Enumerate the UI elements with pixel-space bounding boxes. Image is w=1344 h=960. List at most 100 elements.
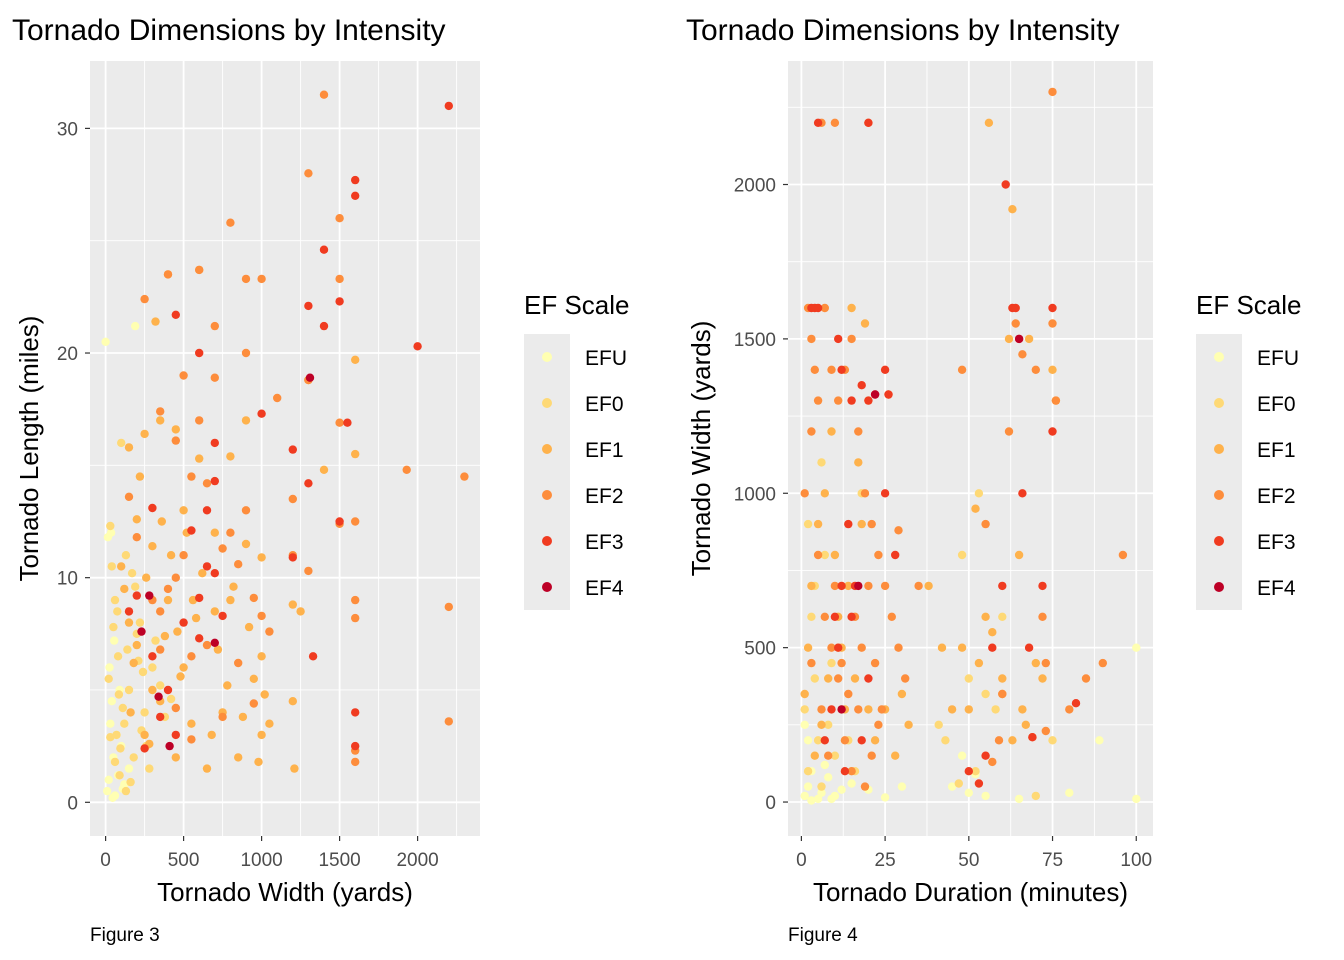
- point-ef2: [335, 214, 344, 223]
- point-ef2: [820, 612, 829, 621]
- legend-key-ef2: [1214, 490, 1224, 500]
- y-tick-label: 0: [765, 793, 776, 814]
- point-ef1: [860, 319, 870, 328]
- point-ef4: [137, 627, 146, 636]
- point-ef2: [807, 334, 816, 344]
- point-ef1: [207, 730, 216, 740]
- point-ef3: [1048, 303, 1057, 313]
- point-ef3: [864, 118, 873, 128]
- point-ef2: [241, 348, 251, 358]
- legend-label-ef3: EF3: [585, 531, 624, 554]
- x-axis-label: Tornado Width (yards): [157, 877, 413, 907]
- point-ef2: [817, 705, 826, 714]
- point-ef3: [847, 612, 856, 621]
- point-ef3: [884, 390, 893, 399]
- legend-label-ef1: EF1: [1257, 439, 1296, 462]
- point-ef2: [981, 519, 990, 529]
- point-ef0: [151, 636, 160, 645]
- point-ef1: [241, 416, 251, 425]
- point-efu: [820, 760, 829, 770]
- point-ef1: [148, 685, 157, 695]
- point-ef3: [1001, 180, 1010, 189]
- point-ef1: [195, 454, 204, 463]
- x-tick-label: 50: [958, 850, 979, 871]
- legend-title: EF Scale: [1196, 290, 1302, 320]
- point-ef1: [132, 640, 141, 650]
- point-ef2: [880, 581, 890, 591]
- point-ef3: [840, 767, 850, 776]
- point-ef2: [1031, 365, 1041, 374]
- point-ef2: [202, 479, 212, 488]
- point-ef1: [132, 515, 141, 524]
- point-ef0: [810, 674, 819, 683]
- point-ef3: [351, 175, 360, 185]
- point-ef0: [124, 685, 134, 695]
- x-tick-label: 1500: [318, 850, 360, 871]
- point-ef3: [351, 708, 360, 717]
- y-tick-label: 500: [744, 639, 776, 660]
- point-ef0: [1048, 736, 1057, 745]
- legend-label-ef2: EF2: [1257, 485, 1296, 508]
- point-efu: [964, 788, 973, 797]
- point-ef4: [1014, 334, 1024, 344]
- point-ef2: [800, 489, 809, 498]
- point-ef2: [351, 757, 360, 767]
- point-ef1: [844, 581, 853, 591]
- y-axis-label: Tornado Length (miles): [14, 316, 44, 582]
- point-ef2: [210, 373, 219, 382]
- point-ef0: [803, 519, 813, 529]
- x-axis-label: Tornado Duration (minutes): [813, 877, 1128, 907]
- x-tick-label: 0: [796, 850, 807, 871]
- point-ef2: [265, 627, 274, 636]
- point-ef1: [142, 573, 151, 582]
- point-ef3: [837, 581, 846, 591]
- point-ef0: [964, 674, 973, 683]
- point-ef1: [126, 708, 135, 717]
- point-ef2: [249, 699, 258, 708]
- point-ef2: [335, 418, 344, 427]
- point-ef1: [981, 612, 990, 621]
- point-ef0: [148, 663, 157, 672]
- point-ef2: [1048, 87, 1057, 97]
- point-ef0: [813, 736, 823, 745]
- point-ef2: [444, 602, 453, 612]
- point-ef1: [870, 736, 880, 745]
- point-ef3: [351, 191, 360, 200]
- plot-panel: [90, 61, 480, 836]
- point-ef1: [864, 705, 873, 714]
- point-ef3: [1038, 581, 1047, 591]
- point-ef3: [319, 321, 329, 331]
- point-ef2: [187, 652, 196, 661]
- point-ef2: [827, 365, 836, 374]
- point-efu: [124, 764, 134, 773]
- point-ef0: [974, 489, 984, 498]
- point-ef0: [807, 612, 816, 621]
- point-ef2: [234, 658, 243, 668]
- point-ef0: [123, 645, 132, 654]
- point-ef2: [887, 612, 896, 621]
- point-ef2: [874, 720, 883, 729]
- point-ef0: [117, 438, 126, 448]
- point-ef3: [974, 779, 984, 788]
- point-ef3: [210, 569, 219, 578]
- x-tick-label: 500: [168, 850, 200, 871]
- point-ef3: [1024, 643, 1034, 652]
- point-ef3: [335, 297, 344, 306]
- scatter-points: [101, 90, 469, 802]
- point-ef3: [857, 736, 866, 745]
- point-ef1: [223, 681, 232, 690]
- point-ef4: [854, 581, 863, 591]
- point-ef3: [218, 611, 227, 621]
- point-ef0: [957, 550, 967, 560]
- point-ef0: [104, 674, 113, 683]
- y-tick-label: 1500: [734, 330, 776, 351]
- point-ef1: [1018, 705, 1027, 714]
- point-ef3: [195, 634, 204, 643]
- point-ef2: [187, 472, 196, 481]
- point-ef1: [120, 584, 129, 594]
- point-ef2: [304, 566, 313, 576]
- point-ef0: [131, 582, 140, 591]
- point-ef1: [244, 622, 254, 632]
- point-ef3: [257, 409, 266, 418]
- point-ef0: [110, 595, 120, 605]
